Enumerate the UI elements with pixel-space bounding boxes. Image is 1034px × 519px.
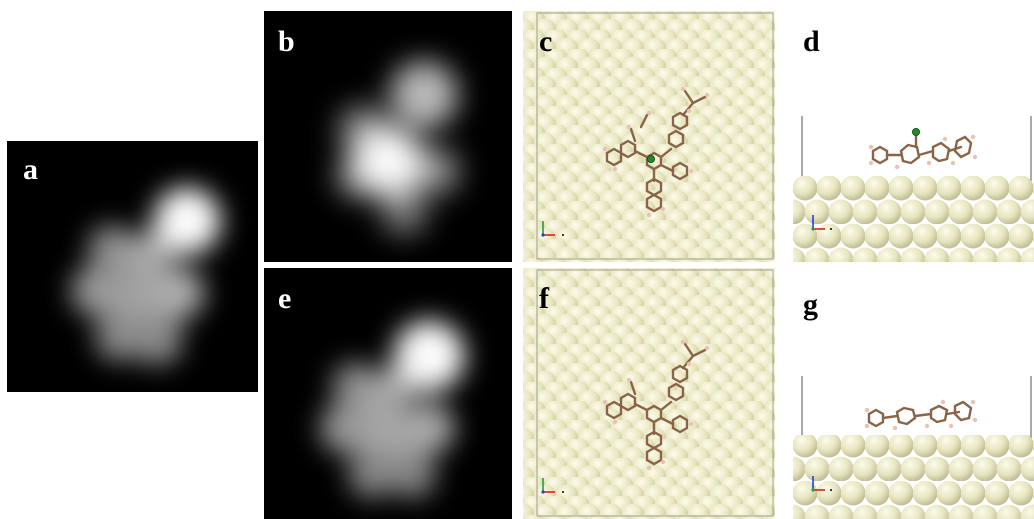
molecule-hydrogens-c xyxy=(602,86,710,218)
panel-label-e: e xyxy=(278,282,292,315)
stm-image-a xyxy=(7,141,258,392)
panel-e-stm-image: e xyxy=(264,268,512,519)
panel-label-f: f xyxy=(539,282,549,315)
panel-label-g: g xyxy=(803,288,818,321)
panel-g-model-side-view: g xyxy=(785,268,1034,519)
axis-triad-c xyxy=(541,221,564,237)
stm-image-e xyxy=(264,268,512,519)
panel-label-c: c xyxy=(539,25,553,58)
axis-triad-d xyxy=(811,215,832,231)
panel-label-a: a xyxy=(23,153,38,186)
molecule-top-view xyxy=(605,89,707,213)
stm-image-b xyxy=(264,11,512,262)
panel-a-stm-image: a xyxy=(7,141,258,392)
axis-triad-g xyxy=(811,476,832,492)
panel-b-stm-image: b xyxy=(264,11,512,262)
panel-label-d: d xyxy=(803,25,820,58)
surface-side-view-g xyxy=(793,376,1034,519)
surface-side-view-d xyxy=(793,116,1034,262)
molecule-hydrogens-d xyxy=(868,134,978,170)
surface-top-view-c xyxy=(523,11,775,262)
molecule-hydrogens-f xyxy=(602,339,710,471)
axis-triad-f xyxy=(541,478,564,494)
panel-label-b: b xyxy=(278,25,295,58)
adatom-d xyxy=(912,128,921,137)
adatom-c xyxy=(647,154,656,163)
panel-c-model-top-view: c xyxy=(523,11,775,262)
panel-f-model-top-view: f xyxy=(523,268,775,519)
molecule-hydrogens-g xyxy=(864,399,978,431)
panel-d-model-side-view: d xyxy=(785,11,1034,262)
molecule-top-view-f xyxy=(605,342,707,466)
surface-top-view-f xyxy=(523,268,775,519)
molecule-side-view-g xyxy=(867,400,973,428)
molecule-side-view-d xyxy=(871,133,973,165)
